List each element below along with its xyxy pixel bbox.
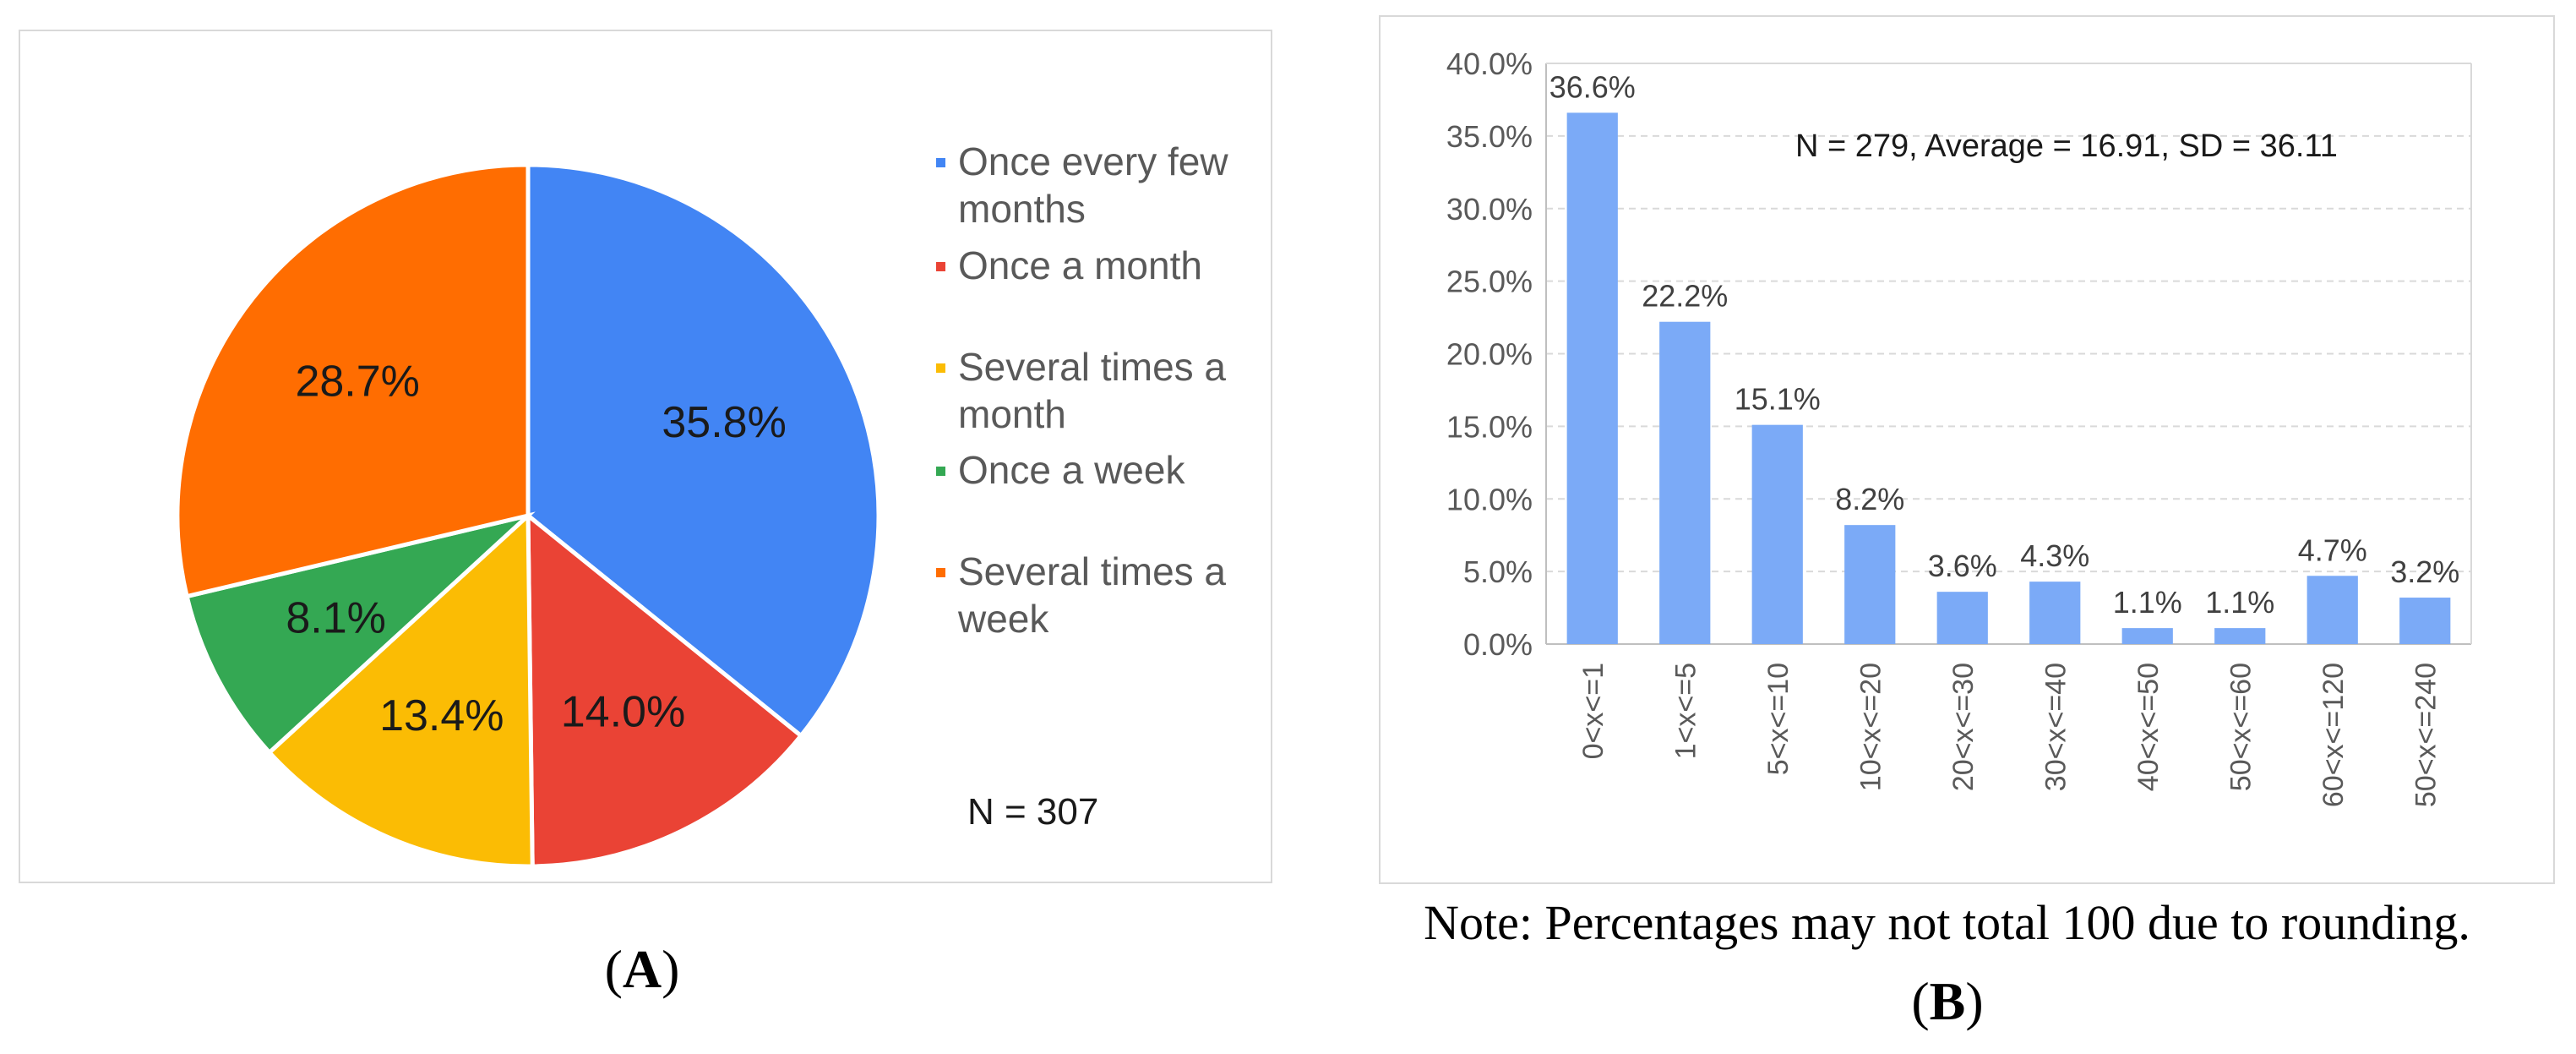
x-tick-label: 10<x<=20 [1854, 663, 1887, 791]
pie-value-label: 28.7% [295, 357, 419, 406]
bar [2214, 628, 2266, 644]
bar-value-label: 4.7% [2298, 532, 2367, 567]
pie-value-label: 14.0% [561, 687, 685, 736]
pie-slice [175, 162, 531, 599]
x-tick-label: 30<x<=40 [2040, 663, 2072, 791]
bar-value-label: 3.2% [2390, 554, 2459, 589]
x-tick-label: 0<x<=1 [1577, 663, 1609, 759]
x-tick-label: 5<x<=10 [1762, 663, 1794, 775]
x-tick-label: 1<x<=5 [1669, 663, 1702, 759]
pie-slice [526, 162, 881, 740]
bar [1844, 525, 1896, 644]
stats-annotation: N = 279, Average = 16.91, SD = 36.11 [1795, 128, 2338, 164]
bar [2399, 598, 2451, 644]
pie-value-label: 13.4% [379, 691, 504, 740]
bar [1936, 592, 1988, 644]
panel-label-a: (A) [604, 939, 680, 999]
legend-label: Once every few [958, 139, 1228, 183]
x-tick-label: 40<x<=50 [2132, 663, 2165, 791]
bar-value-label: 1.1% [2205, 585, 2274, 620]
bar-value-label: 8.2% [1835, 482, 1904, 516]
x-tick-label: 50<x<=240 [2410, 663, 2442, 807]
bar [1659, 321, 1711, 644]
x-tick-label: 50<x<=60 [2225, 663, 2257, 791]
bar [1566, 112, 1618, 644]
panel-label-b: (B) [1911, 971, 1984, 1031]
legend-swatch [936, 467, 945, 476]
y-tick-label: 10.0% [1446, 482, 1533, 516]
legend-label: Once a month [958, 243, 1202, 287]
x-tick-label: 20<x<=30 [1947, 663, 1980, 791]
bar-value-label: 4.3% [2020, 538, 2089, 573]
y-tick-label: 5.0% [1463, 554, 1533, 589]
y-tick-label: 35.0% [1446, 119, 1533, 154]
bar [2029, 582, 2081, 644]
y-tick-label: 0.0% [1463, 627, 1533, 662]
pie-slice [184, 511, 536, 756]
legend-swatch [936, 262, 945, 271]
legend-swatch [936, 158, 945, 167]
y-tick-label: 15.0% [1446, 409, 1533, 444]
bar-value-label: 36.6% [1549, 69, 1636, 104]
bar-value-label: 15.1% [1735, 382, 1821, 417]
y-tick-label: 40.0% [1446, 46, 1533, 81]
bar [2121, 628, 2173, 644]
legend-label: week [957, 597, 1049, 641]
pie-slice [266, 511, 535, 869]
pie-slice [526, 511, 804, 869]
legend-label: Several times a [958, 345, 1226, 389]
pie-value-label: 35.8% [662, 398, 786, 447]
pie-chart: 35.8%14.0%13.4%8.1%28.7%Once every fewmo… [175, 139, 1229, 869]
x-tick-label: 60<x<=120 [2317, 663, 2350, 807]
bar [2306, 576, 2358, 644]
bar-value-label: 1.1% [2113, 585, 2182, 620]
legend-label: Several times a [958, 549, 1226, 593]
y-tick-label: 30.0% [1446, 192, 1533, 227]
rounding-note: Note: Percentages may not total 100 due … [1424, 895, 2470, 950]
bar-value-label: 3.6% [1928, 549, 1997, 583]
y-tick-label: 25.0% [1446, 265, 1533, 299]
legend-label: Once a week [958, 448, 1185, 492]
bar-value-label: 22.2% [1642, 279, 1728, 314]
legend-label: months [958, 187, 1086, 231]
sample-size-annotation: N = 307 [967, 791, 1098, 833]
legend-label: month [958, 392, 1066, 436]
bar [1751, 424, 1803, 644]
legend-swatch [936, 568, 945, 577]
pie-value-label: 8.1% [286, 593, 386, 642]
legend-swatch [936, 363, 945, 373]
y-tick-label: 20.0% [1446, 337, 1533, 372]
